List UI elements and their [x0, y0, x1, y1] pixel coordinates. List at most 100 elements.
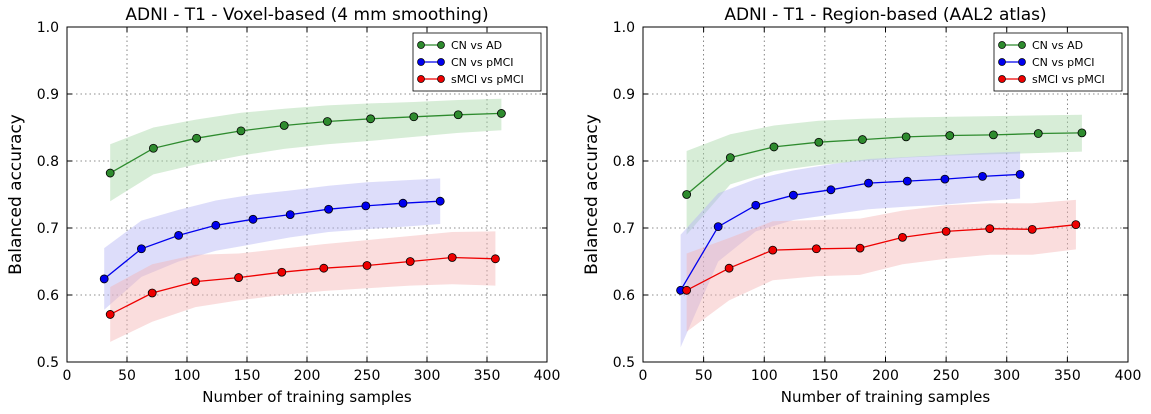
data-point-smci-vs-pmci: [1027, 224, 1037, 234]
x-axis-label: Number of training samples: [202, 388, 412, 406]
data-point-cn-vs-pmci: [99, 274, 109, 284]
y-tick-label: 0.7: [37, 221, 59, 237]
data-point-cn-vs-ad: [192, 133, 202, 143]
data-point-smci-vs-pmci: [490, 254, 500, 264]
series-line-cn-vs-pmci: [680, 173, 1021, 291]
data-point-cn-vs-pmci: [751, 200, 761, 210]
legend-label-cn-vs-pmci: CN vs pMCI: [451, 56, 514, 69]
x-tick-label: 50: [695, 368, 713, 384]
x-tick-label: 350: [1054, 368, 1081, 384]
y-tick-label: 0.7: [613, 221, 635, 237]
x-tick-label: 200: [294, 368, 321, 384]
data-point-cn-vs-ad: [105, 168, 115, 178]
y-tick-label: 0.8: [37, 154, 59, 170]
legend-marker-cn-vs-ad: [998, 41, 1006, 49]
legend: CN vs AD CN vs pMCI sMCI vs pMCI: [412, 32, 542, 92]
chart-title: ADNI - T1 - Voxel-based (4 mm smoothing): [125, 5, 488, 25]
y-tick-label: 0.6: [37, 288, 59, 304]
grid: [67, 27, 547, 362]
y-tick-label: 0.6: [613, 288, 635, 304]
axes-frame: [642, 26, 1129, 363]
x-tick-label: 300: [414, 368, 441, 384]
legend-marker-smci-vs-pmci: [437, 75, 445, 83]
y-tick-label: 0.9: [37, 87, 59, 103]
data-point-cn-vs-ad: [989, 130, 998, 140]
data-point-cn-vs-pmci: [211, 220, 221, 230]
y-axis-label: Balanced accuracy: [6, 114, 26, 275]
series-line-smci-vs-pmci: [686, 224, 1076, 291]
confidence-band-cn-vs-ad: [110, 98, 502, 202]
data-point-smci-vs-pmci: [811, 244, 821, 254]
y-axis-label: Balanced accuracy: [582, 114, 602, 275]
data-point-cn-vs-pmci: [324, 204, 334, 214]
legend-marker-cn-vs-pmci: [998, 58, 1006, 66]
legend-marker-cn-vs-pmci: [417, 58, 425, 66]
data-point-cn-vs-pmci: [285, 210, 295, 220]
x-tick-label: 50: [118, 368, 136, 384]
series-line-smci-vs-pmci: [109, 256, 496, 315]
data-point-smci-vs-pmci: [768, 245, 778, 255]
x-tick-label: 100: [174, 368, 201, 384]
data-point-smci-vs-pmci: [147, 288, 157, 298]
x-tick-label: 200: [872, 368, 899, 384]
series-line-cn-vs-pmci: [103, 200, 441, 280]
data-point-cn-vs-pmci: [978, 172, 987, 181]
data-point-cn-vs-pmci: [136, 244, 146, 254]
data-point-cn-vs-pmci: [398, 198, 408, 208]
data-point-smci-vs-pmci: [1071, 220, 1081, 230]
data-point-cn-vs-pmci: [435, 196, 445, 206]
legend-marker-cn-vs-pmci: [1018, 58, 1026, 66]
data-point-smci-vs-pmci: [682, 285, 692, 295]
data-point-cn-vs-ad: [496, 109, 506, 118]
data-point-cn-vs-pmci: [248, 214, 258, 224]
legend-marker-cn-vs-ad: [437, 41, 445, 49]
axes-frame: [66, 26, 548, 363]
confidence-band-smci-vs-pmci: [110, 231, 496, 342]
y-tick-label: 1.0: [613, 20, 635, 36]
data-point-smci-vs-pmci: [855, 243, 865, 253]
data-point-smci-vs-pmci: [362, 261, 372, 270]
confidence-band-cn-vs-ad: [686, 114, 1082, 235]
data-point-cn-vs-ad: [366, 114, 376, 124]
confidence-band-cn-vs-pmci: [104, 178, 441, 310]
data-point-smci-vs-pmci: [319, 263, 329, 273]
legend-marker-smci-vs-pmci: [417, 75, 425, 83]
x-axis-label: Number of training samples: [781, 388, 991, 406]
series-line-cn-vs-ad: [109, 112, 502, 174]
data-point-cn-vs-pmci: [940, 174, 950, 184]
data-point-smci-vs-pmci: [277, 267, 287, 277]
data-point-smci-vs-pmci: [234, 273, 244, 282]
data-point-cn-vs-ad: [409, 112, 419, 122]
data-point-cn-vs-ad: [682, 190, 692, 199]
data-point-cn-vs-ad: [148, 143, 158, 153]
data-point-cn-vs-pmci: [713, 222, 723, 232]
chart-panel-1: 0 50 100 150 200 250 300 350 400 0.5 0.6 0.7 0.8 0.9 1…: [6, 5, 560, 406]
x-tick-label: 150: [234, 368, 261, 384]
data-point-cn-vs-ad: [945, 131, 955, 140]
data-point-cn-vs-ad: [725, 153, 735, 163]
legend: CN vs AD CN vs pMCI sMCI vs pMCI: [993, 32, 1123, 92]
x-tick-label: 0: [63, 368, 72, 384]
data-point-cn-vs-ad: [279, 121, 289, 130]
data-point-smci-vs-pmci: [985, 224, 995, 234]
data-point-cn-vs-pmci: [361, 201, 371, 211]
data-point-smci-vs-pmci: [724, 263, 734, 273]
legend-marker-smci-vs-pmci: [1018, 75, 1026, 83]
data-point-cn-vs-pmci: [864, 178, 873, 188]
data-point-smci-vs-pmci: [898, 232, 907, 242]
grid: [643, 27, 1128, 362]
data-point-cn-vs-pmci: [1015, 169, 1025, 179]
legend-label-cn-vs-ad: CN vs AD: [451, 39, 502, 52]
data-point-cn-vs-ad: [236, 126, 246, 136]
data-point-cn-vs-pmci: [788, 190, 798, 200]
y-tick-label: 0.9: [613, 87, 635, 103]
legend-marker-cn-vs-pmci: [437, 58, 445, 66]
data-point-cn-vs-pmci: [174, 230, 184, 240]
data-point-smci-vs-pmci: [941, 226, 951, 236]
data-point-cn-vs-pmci: [826, 185, 836, 195]
x-tick-label: 400: [1115, 368, 1142, 384]
confidence-band-smci-vs-pmci: [686, 199, 1076, 332]
legend-marker-cn-vs-ad: [1018, 41, 1026, 49]
